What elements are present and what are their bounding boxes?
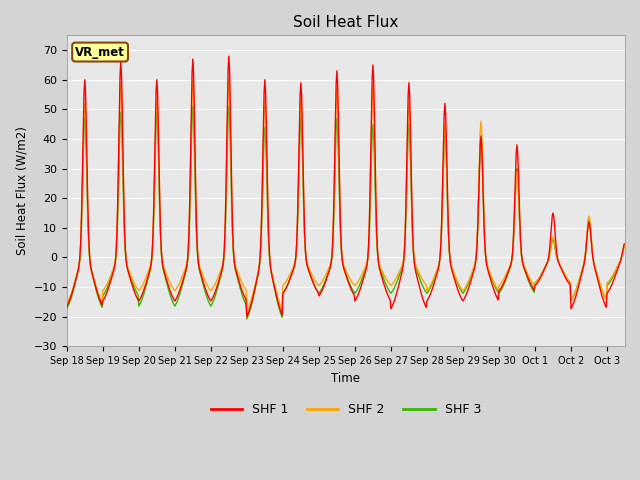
Text: VR_met: VR_met [75, 46, 125, 59]
X-axis label: Time: Time [332, 372, 360, 384]
Legend: SHF 1, SHF 2, SHF 3: SHF 1, SHF 2, SHF 3 [205, 398, 486, 421]
Y-axis label: Soil Heat Flux (W/m2): Soil Heat Flux (W/m2) [15, 126, 28, 255]
Title: Soil Heat Flux: Soil Heat Flux [293, 15, 399, 30]
